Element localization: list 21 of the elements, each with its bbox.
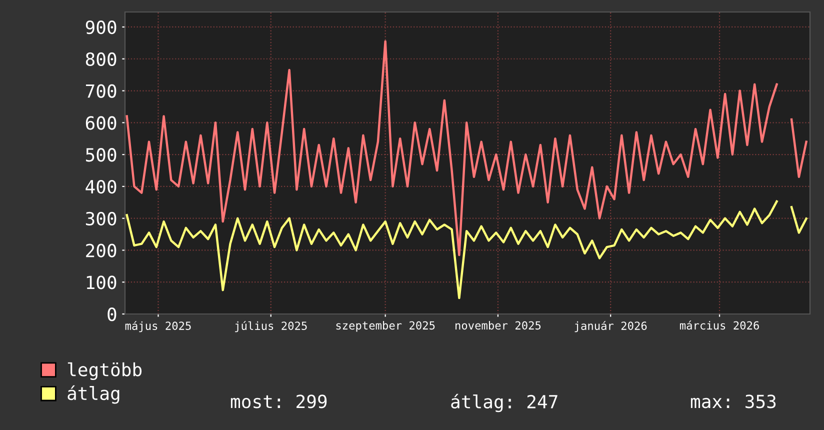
x-tick-label: március 2026: [680, 320, 759, 330]
y-tick-label: 500: [86, 148, 116, 162]
y-tick-label: 200: [86, 244, 116, 258]
legend-label: átlag: [68, 385, 120, 404]
y-tick-label: 0: [108, 308, 116, 322]
x-tick-label: január 2026: [574, 320, 647, 332]
text: most: 299: [230, 394, 327, 408]
y-tick-label: 300: [86, 212, 116, 226]
y-tick-label: 100: [86, 276, 116, 290]
y-tick-label: 600: [86, 116, 116, 130]
y-tick-label: 400: [86, 180, 116, 194]
x-tick-label: november 2025: [456, 321, 541, 330]
legend-label: legtöbb: [68, 362, 142, 380]
x-tick-label: július 2025: [235, 320, 307, 332]
y-tick-label: 800: [86, 52, 116, 66]
x-tick-label: szeptember 2025: [336, 321, 435, 332]
text: átlag: 247: [451, 394, 558, 412]
y-tick-label: 900: [86, 20, 116, 34]
x-tick-label: május 2025: [125, 320, 191, 332]
text: max: 353: [690, 394, 776, 408]
y-tick-label: 700: [86, 84, 116, 98]
